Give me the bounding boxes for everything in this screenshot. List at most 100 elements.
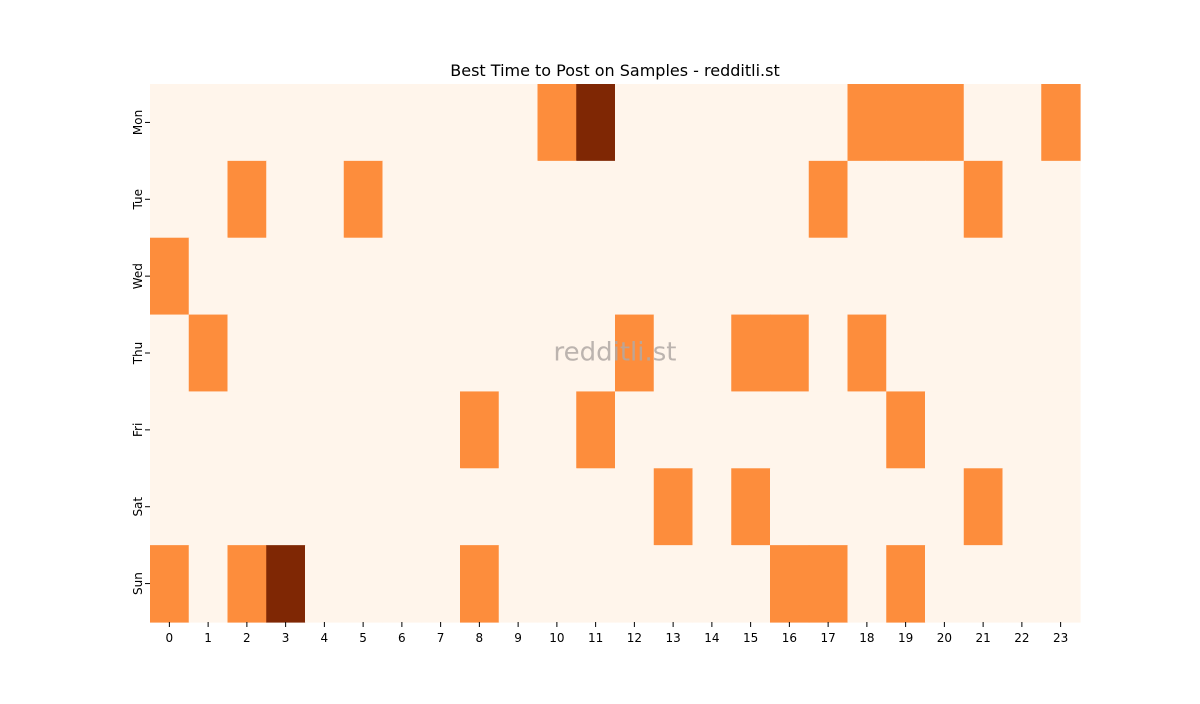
heatmap-cell-fri-16 <box>770 391 810 469</box>
heatmap-cell-mon-19 <box>886 84 926 162</box>
heatmap-cell-sun-21 <box>963 545 1004 623</box>
heatmap-cell-thu-2 <box>227 314 267 393</box>
heatmap-cell-tue-8 <box>460 160 500 239</box>
heatmap-cell-sun-4 <box>305 545 345 623</box>
chart-title: Best Time to Post on Samples - redditli.… <box>450 61 779 80</box>
heatmap-cell-sat-4 <box>305 468 345 546</box>
heatmap-cell-sun-8 <box>460 545 500 623</box>
heatmap-cells <box>150 84 1081 623</box>
heatmap-cell-fri-8 <box>460 391 500 469</box>
heatmap-cell-mon-1 <box>188 84 229 162</box>
heatmap-cell-sun-18 <box>847 545 887 623</box>
heatmap-cell-tue-4 <box>305 160 345 239</box>
heatmap-cell-thu-1 <box>188 314 229 393</box>
heatmap-cell-mon-12 <box>615 84 655 162</box>
heatmap-cell-wed-10 <box>537 237 577 316</box>
heatmap-cell-tue-15 <box>731 160 771 239</box>
heatmap-cell-mon-3 <box>266 84 306 162</box>
heatmap-cell-wed-11 <box>576 237 616 316</box>
heatmap-cell-mon-4 <box>305 84 345 162</box>
heatmap-cell-tue-6 <box>382 160 422 239</box>
heatmap-cell-fri-9 <box>498 391 539 469</box>
y-tick-label: Sun <box>131 572 145 595</box>
heatmap-cell-wed-16 <box>770 237 810 316</box>
heatmap-cell-wed-8 <box>460 237 500 316</box>
heatmap-cell-thu-21 <box>963 314 1004 393</box>
heatmap-cell-thu-17 <box>808 314 849 393</box>
heatmap-cell-sat-22 <box>1002 468 1042 546</box>
heatmap-cell-sun-3 <box>266 545 306 623</box>
heatmap-cell-tue-3 <box>266 160 306 239</box>
heatmap-cell-wed-5 <box>343 237 384 316</box>
heatmap-cell-mon-5 <box>343 84 384 162</box>
y-tick-label: Sat <box>131 497 145 517</box>
heatmap-cell-sat-8 <box>460 468 500 546</box>
heatmap-cell-wed-22 <box>1002 237 1042 316</box>
heatmap-cell-mon-20 <box>925 84 965 162</box>
heatmap-cell-tue-11 <box>576 160 616 239</box>
heatmap-cell-fri-3 <box>266 391 306 469</box>
heatmap-cell-wed-3 <box>266 237 306 316</box>
heatmap-cell-wed-15 <box>731 237 771 316</box>
heatmap-cell-mon-15 <box>731 84 771 162</box>
heatmap-cell-thu-18 <box>847 314 887 393</box>
heatmap-cell-thu-4 <box>305 314 345 393</box>
heatmap-cell-sun-12 <box>615 545 655 623</box>
heatmap-cell-fri-4 <box>305 391 345 469</box>
x-tick-label: 12 <box>627 631 642 645</box>
heatmap-cell-sun-0 <box>150 545 190 623</box>
heatmap-cell-sat-3 <box>266 468 306 546</box>
heatmap-cell-thu-3 <box>266 314 306 393</box>
x-tick-label: 19 <box>898 631 913 645</box>
heatmap-cell-mon-7 <box>421 84 461 162</box>
x-tick-label: 15 <box>743 631 758 645</box>
heatmap-cell-sun-22 <box>1002 545 1042 623</box>
x-tick-label: 4 <box>321 631 329 645</box>
heatmap-cell-fri-1 <box>188 391 229 469</box>
y-tick-label: Mon <box>131 110 145 135</box>
x-axis-ticks: 0 1 2 3 4 5 6 7 8 9 10 11 12 13 14 15 16 17 18 19 20 21 22 23 <box>166 622 1068 645</box>
y-axis-ticks: Mon Tue Wed Thu Fri Sat Sun <box>131 110 150 595</box>
x-tick-label: 5 <box>359 631 367 645</box>
heatmap-cell-tue-22 <box>1002 160 1042 239</box>
heatmap-cell-sat-2 <box>227 468 267 546</box>
heatmap-cell-mon-0 <box>150 84 190 162</box>
heatmap-cell-thu-19 <box>886 314 926 393</box>
heatmap-cell-sat-21 <box>963 468 1004 546</box>
heatmap-cell-fri-5 <box>343 391 384 469</box>
heatmap-cell-sat-12 <box>615 468 655 546</box>
heatmap-cell-sun-13 <box>653 545 694 623</box>
heatmap-cell-sat-16 <box>770 468 810 546</box>
heatmap-cell-tue-20 <box>925 160 965 239</box>
watermark-text: redditli.st <box>554 338 677 368</box>
heatmap-cell-fri-19 <box>886 391 926 469</box>
heatmap-cell-fri-15 <box>731 391 771 469</box>
heatmap-cell-thu-16 <box>770 314 810 393</box>
heatmap-cell-sat-17 <box>808 468 849 546</box>
heatmap-cell-thu-22 <box>1002 314 1042 393</box>
heatmap-cell-mon-18 <box>847 84 887 162</box>
heatmap-cell-tue-23 <box>1041 160 1081 239</box>
heatmap-cell-fri-12 <box>615 391 655 469</box>
x-tick-label: 18 <box>859 631 874 645</box>
heatmap-cell-sat-13 <box>653 468 694 546</box>
heatmap-cell-tue-9 <box>498 160 539 239</box>
heatmap-cell-sat-5 <box>343 468 384 546</box>
heatmap-cell-thu-5 <box>343 314 384 393</box>
heatmap-cell-thu-10 <box>537 314 577 393</box>
heatmap-cell-tue-1 <box>188 160 229 239</box>
x-tick-label: 2 <box>243 631 251 645</box>
heatmap-cell-sun-9 <box>498 545 539 623</box>
heatmap-cell-sun-23 <box>1041 545 1081 623</box>
heatmap-cell-wed-0 <box>150 237 190 316</box>
heatmap-cell-wed-21 <box>963 237 1004 316</box>
heatmap-cell-fri-0 <box>150 391 190 469</box>
heatmap-cell-wed-2 <box>227 237 267 316</box>
heatmap-cell-mon-6 <box>382 84 422 162</box>
heatmap-cell-sun-19 <box>886 545 926 623</box>
x-tick-label: 11 <box>588 631 603 645</box>
heatmap-cell-fri-2 <box>227 391 267 469</box>
heatmap-cell-sat-7 <box>421 468 461 546</box>
